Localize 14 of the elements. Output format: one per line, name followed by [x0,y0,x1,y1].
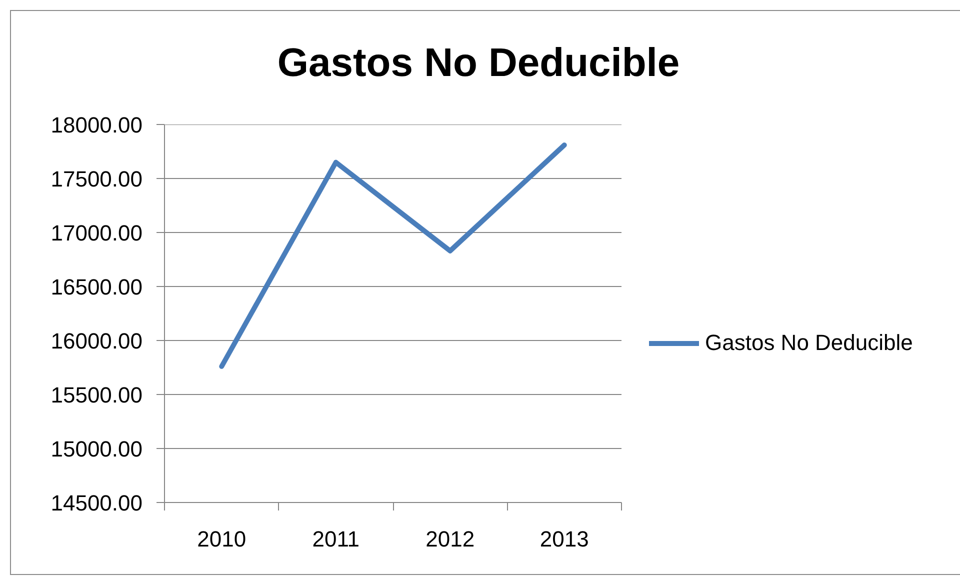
x-tick-label: 2013 [540,526,589,552]
y-tick-label: 17500.00 [50,166,143,192]
x-tick-label: 2010 [197,526,246,552]
y-tick-label: 16500.00 [50,274,143,300]
y-tick-label: 15000.00 [50,436,143,462]
y-tick-label: 17000.00 [50,220,143,246]
y-tick-label: 15500.00 [50,382,143,408]
x-tick-label: 2012 [426,526,475,552]
legend-label: Gastos No Deducible [705,330,913,356]
x-tick-label: 2011 [312,526,360,552]
y-tick-label: 18000.00 [50,112,143,138]
y-tick-label: 14500.00 [50,490,143,516]
y-tick-label: 16000.00 [50,328,143,354]
chart-title: Gastos No Deducible [277,40,680,87]
